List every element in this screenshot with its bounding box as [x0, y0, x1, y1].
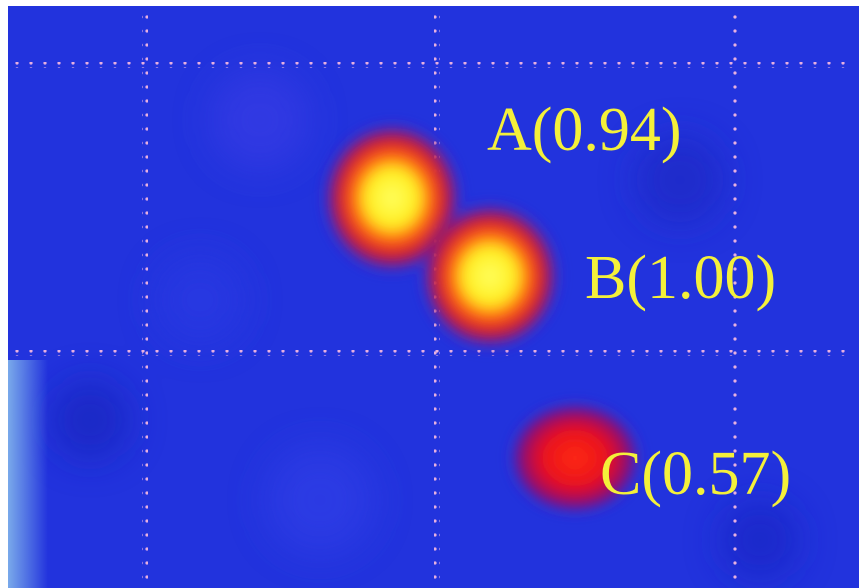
heatmap-image: A(0.94) B(1.00) C(0.57)	[0, 0, 859, 588]
spot-label: A(0.94)	[487, 96, 682, 164]
dotted-line	[10, 350, 855, 356]
spot-label: C(0.57)	[600, 440, 791, 508]
dotted-line	[10, 62, 855, 68]
dotted-line	[142, 10, 148, 585]
edge-glow	[8, 360, 48, 588]
screenshot: A(0.94) B(1.00) C(0.57)	[0, 0, 859, 588]
spot	[418, 200, 562, 352]
spot-label: B(1.00)	[585, 244, 776, 312]
